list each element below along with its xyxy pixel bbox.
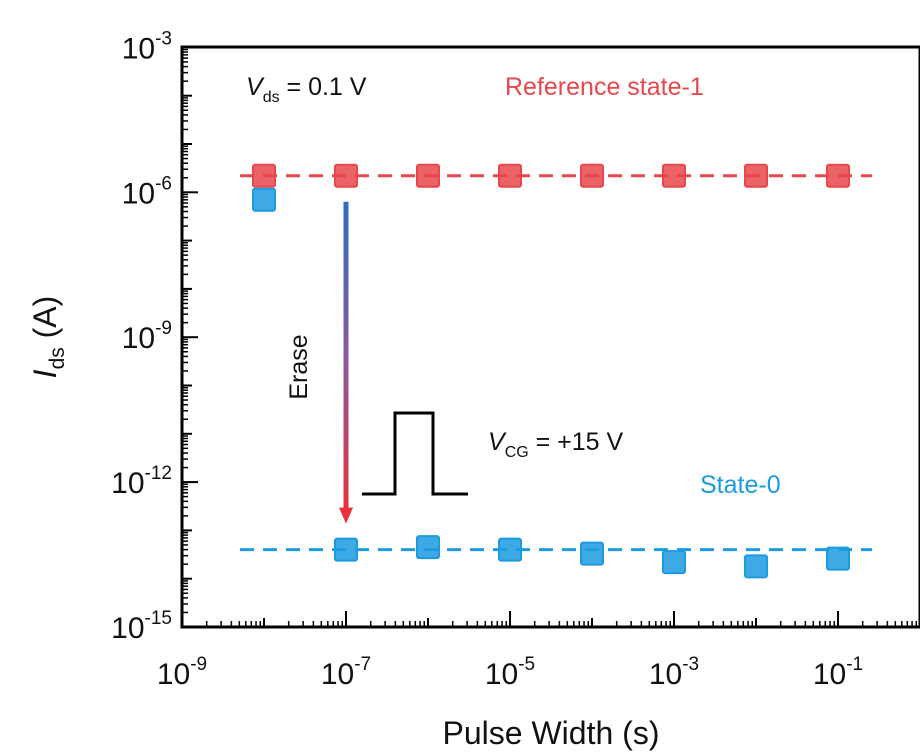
y-axis-title: Ids (A) bbox=[27, 296, 69, 379]
marker-state1-1 bbox=[334, 163, 358, 188]
marker-state0-0 bbox=[252, 187, 276, 212]
marker-state1-5 bbox=[662, 163, 686, 188]
marker-state0-6 bbox=[744, 554, 768, 579]
erase-arrow-head bbox=[339, 507, 353, 524]
vds-main: V bbox=[246, 73, 265, 101]
x-tick-base: 10 bbox=[485, 658, 518, 691]
vds-rest: = 0.1 V bbox=[280, 73, 367, 101]
marker-state1-7 bbox=[826, 163, 850, 188]
marker-state1-2 bbox=[416, 163, 440, 188]
y-tick-label: 10-3 bbox=[122, 28, 172, 65]
marker-state0-1 bbox=[334, 537, 358, 562]
y-tick-exp: -6 bbox=[155, 173, 172, 194]
x-tick-exp: -7 bbox=[354, 654, 371, 675]
marker-state0-2 bbox=[416, 535, 440, 560]
x-tick-label: 10-7 bbox=[321, 654, 371, 691]
annotation-graphics bbox=[339, 201, 468, 524]
data-markers bbox=[252, 163, 850, 579]
x-tick-exp: -1 bbox=[846, 654, 863, 675]
vcg-rest: = +15 V bbox=[529, 428, 624, 456]
y-tick-base: 10 bbox=[111, 467, 144, 500]
x-tick-label: 10-3 bbox=[649, 654, 699, 691]
x-tick-exp: -9 bbox=[190, 654, 207, 675]
marker-state1-6 bbox=[744, 163, 768, 188]
y-tick-label: 10-12 bbox=[111, 463, 172, 500]
reference-state-label: Reference state-1 bbox=[505, 73, 704, 101]
marker-state0-4 bbox=[580, 541, 604, 566]
vcg-main: V bbox=[488, 428, 507, 456]
marker-state1-0 bbox=[252, 163, 276, 188]
vds-sub: ds bbox=[263, 89, 280, 106]
vds-annotation: Vds = 0.1 V bbox=[246, 73, 367, 106]
x-tick-label: 10-9 bbox=[157, 654, 207, 691]
y-tick-exp: -12 bbox=[145, 463, 172, 484]
x-tick-labels: 10-9 10-7 10-5 10-3 10-1 bbox=[157, 654, 863, 691]
x-tick-label: 10-5 bbox=[485, 654, 535, 691]
y-tick-base: 10 bbox=[111, 612, 144, 645]
marker-state0-5 bbox=[662, 550, 686, 575]
x-tick-label: 10-1 bbox=[813, 654, 863, 691]
erase-label: Erase bbox=[285, 334, 313, 399]
y-tick-base: 10 bbox=[122, 32, 155, 65]
x-tick-base: 10 bbox=[321, 658, 354, 691]
marker-state1-4 bbox=[580, 163, 604, 188]
y-axis-title-main: I bbox=[27, 369, 63, 378]
y-tick-exp: -9 bbox=[155, 318, 172, 339]
y-tick-base: 10 bbox=[122, 177, 155, 210]
x-tick-exp: -3 bbox=[682, 654, 699, 675]
y-tick-exp: -3 bbox=[155, 28, 172, 49]
y-tick-label: 10-9 bbox=[122, 318, 172, 355]
y-tick-label: 10-6 bbox=[122, 173, 172, 210]
y-tick-base: 10 bbox=[122, 322, 155, 355]
state0-label: State-0 bbox=[700, 471, 781, 499]
x-tick-exp: -5 bbox=[518, 654, 535, 675]
y-axis-title-sub: ds bbox=[46, 347, 69, 369]
x-tick-base: 10 bbox=[649, 658, 682, 691]
y-tick-label: 10-15 bbox=[111, 608, 172, 645]
vcg-annotation: VCG = +15 V bbox=[488, 428, 624, 461]
y-axis-title-unit: (A) bbox=[27, 296, 63, 348]
y-tick-exp: -15 bbox=[145, 608, 172, 629]
plot-frame bbox=[180, 45, 920, 629]
marker-state0-7 bbox=[826, 546, 850, 571]
x-tick-base: 10 bbox=[157, 658, 190, 691]
x-axis-title: Pulse Width (s) bbox=[443, 715, 660, 751]
marker-state0-3 bbox=[498, 537, 522, 562]
gate-pulse-shape bbox=[362, 411, 468, 496]
erase-arrow-shaft bbox=[343, 201, 349, 510]
x-tick-base: 10 bbox=[813, 658, 846, 691]
marker-state1-3 bbox=[498, 163, 522, 188]
vcg-sub: CG bbox=[505, 444, 529, 461]
